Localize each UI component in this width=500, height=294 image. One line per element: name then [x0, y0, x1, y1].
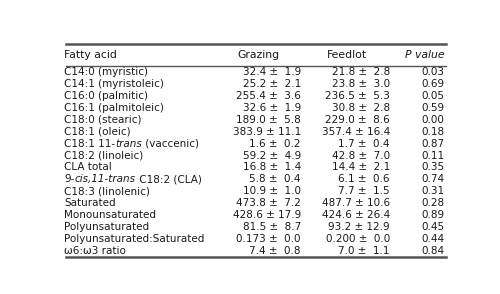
Text: 0.03: 0.03: [421, 67, 444, 77]
Text: 0.11: 0.11: [421, 151, 444, 161]
Text: 0.84: 0.84: [421, 246, 444, 256]
Text: 93.2 ± 12.9: 93.2 ± 12.9: [328, 222, 390, 232]
Text: 5.8 ±  0.4: 5.8 ± 0.4: [250, 174, 301, 184]
Text: 189.0 ±  5.8: 189.0 ± 5.8: [236, 115, 301, 125]
Text: 7.0 ±  1.1: 7.0 ± 1.1: [338, 246, 390, 256]
Text: C18:3 (linolenic): C18:3 (linolenic): [64, 186, 150, 196]
Text: P value: P value: [404, 50, 444, 60]
Text: 0.28: 0.28: [421, 198, 444, 208]
Text: C18:1 (oleic): C18:1 (oleic): [64, 127, 131, 137]
Text: 0.87: 0.87: [421, 138, 444, 148]
Text: C18:0 (stearic): C18:0 (stearic): [64, 115, 142, 125]
Text: C18:2 (linoleic): C18:2 (linoleic): [64, 151, 144, 161]
Text: 0.200 ±  0.0: 0.200 ± 0.0: [326, 234, 390, 244]
Text: 357.4 ± 16.4: 357.4 ± 16.4: [322, 127, 390, 137]
Text: C16:1 (palmitoleic): C16:1 (palmitoleic): [64, 103, 164, 113]
Text: 81.5 ±  8.7: 81.5 ± 8.7: [242, 222, 301, 232]
Text: 7.4 ±  0.8: 7.4 ± 0.8: [250, 246, 301, 256]
Text: 0.59: 0.59: [421, 103, 444, 113]
Text: C14:0 (myristic): C14:0 (myristic): [64, 67, 148, 77]
Text: 23.8 ±  3.0: 23.8 ± 3.0: [332, 79, 390, 89]
Text: 10.9 ±  1.0: 10.9 ± 1.0: [243, 186, 301, 196]
Text: Grazing: Grazing: [237, 50, 279, 60]
Text: 1.6 ±  0.2: 1.6 ± 0.2: [250, 138, 301, 148]
Text: C18:1 11-: C18:1 11-: [64, 138, 116, 148]
Text: Fatty acid: Fatty acid: [64, 50, 118, 60]
Text: 30.8 ±  2.8: 30.8 ± 2.8: [332, 103, 390, 113]
Text: C14:1 (myristoleic): C14:1 (myristoleic): [64, 79, 164, 89]
Text: 32.4 ±  1.9: 32.4 ± 1.9: [242, 67, 301, 77]
Text: 424.6 ± 26.4: 424.6 ± 26.4: [322, 210, 390, 220]
Text: 32.6 ±  1.9: 32.6 ± 1.9: [242, 103, 301, 113]
Text: 16.8 ±  1.4: 16.8 ± 1.4: [242, 163, 301, 173]
Text: 0.44: 0.44: [421, 234, 444, 244]
Text: 21.8 ±  2.8: 21.8 ± 2.8: [332, 67, 390, 77]
Text: 0.45: 0.45: [421, 222, 444, 232]
Text: 229.0 ±  8.6: 229.0 ± 8.6: [325, 115, 390, 125]
Text: 9-: 9-: [64, 174, 75, 184]
Text: CLA total: CLA total: [64, 163, 112, 173]
Text: 0.31: 0.31: [421, 186, 444, 196]
Text: Monounsaturated: Monounsaturated: [64, 210, 156, 220]
Text: 42.8 ±  7.0: 42.8 ± 7.0: [332, 151, 390, 161]
Text: 255.4 ±  3.6: 255.4 ± 3.6: [236, 91, 301, 101]
Text: 0.18: 0.18: [421, 127, 444, 137]
Text: 0.05: 0.05: [421, 91, 444, 101]
Text: 428.6 ± 17.9: 428.6 ± 17.9: [232, 210, 301, 220]
Text: trans: trans: [116, 138, 142, 148]
Text: Polyunsaturated: Polyunsaturated: [64, 222, 150, 232]
Text: Feedlot: Feedlot: [327, 50, 368, 60]
Text: 14.4 ±  2.1: 14.4 ± 2.1: [332, 163, 390, 173]
Text: (vaccenic): (vaccenic): [142, 138, 200, 148]
Text: 59.2 ±  4.9: 59.2 ± 4.9: [242, 151, 301, 161]
Text: 0.173 ±  0.0: 0.173 ± 0.0: [236, 234, 301, 244]
Text: 7.7 ±  1.5: 7.7 ± 1.5: [338, 186, 390, 196]
Text: cis,11-trans: cis,11-trans: [75, 174, 136, 184]
Text: C18:2 (CLA): C18:2 (CLA): [136, 174, 202, 184]
Text: 0.35: 0.35: [421, 163, 444, 173]
Text: 0.00: 0.00: [422, 115, 444, 125]
Text: Polyunsaturated:Saturated: Polyunsaturated:Saturated: [64, 234, 205, 244]
Text: 1.7 ±  0.4: 1.7 ± 0.4: [338, 138, 390, 148]
Text: 0.69: 0.69: [421, 79, 444, 89]
Text: 236.5 ±  5.3: 236.5 ± 5.3: [325, 91, 390, 101]
Text: 0.74: 0.74: [421, 174, 444, 184]
Text: 6.1 ±  0.6: 6.1 ± 0.6: [338, 174, 390, 184]
Text: 383.9 ± 11.1: 383.9 ± 11.1: [232, 127, 301, 137]
Text: Saturated: Saturated: [64, 198, 116, 208]
Text: 0.89: 0.89: [421, 210, 444, 220]
Text: 25.2 ±  2.1: 25.2 ± 2.1: [242, 79, 301, 89]
Text: ω6:ω3 ratio: ω6:ω3 ratio: [64, 246, 126, 256]
Text: 473.8 ±  7.2: 473.8 ± 7.2: [236, 198, 301, 208]
Text: C16:0 (palmitic): C16:0 (palmitic): [64, 91, 148, 101]
Text: 487.7 ± 10.6: 487.7 ± 10.6: [322, 198, 390, 208]
